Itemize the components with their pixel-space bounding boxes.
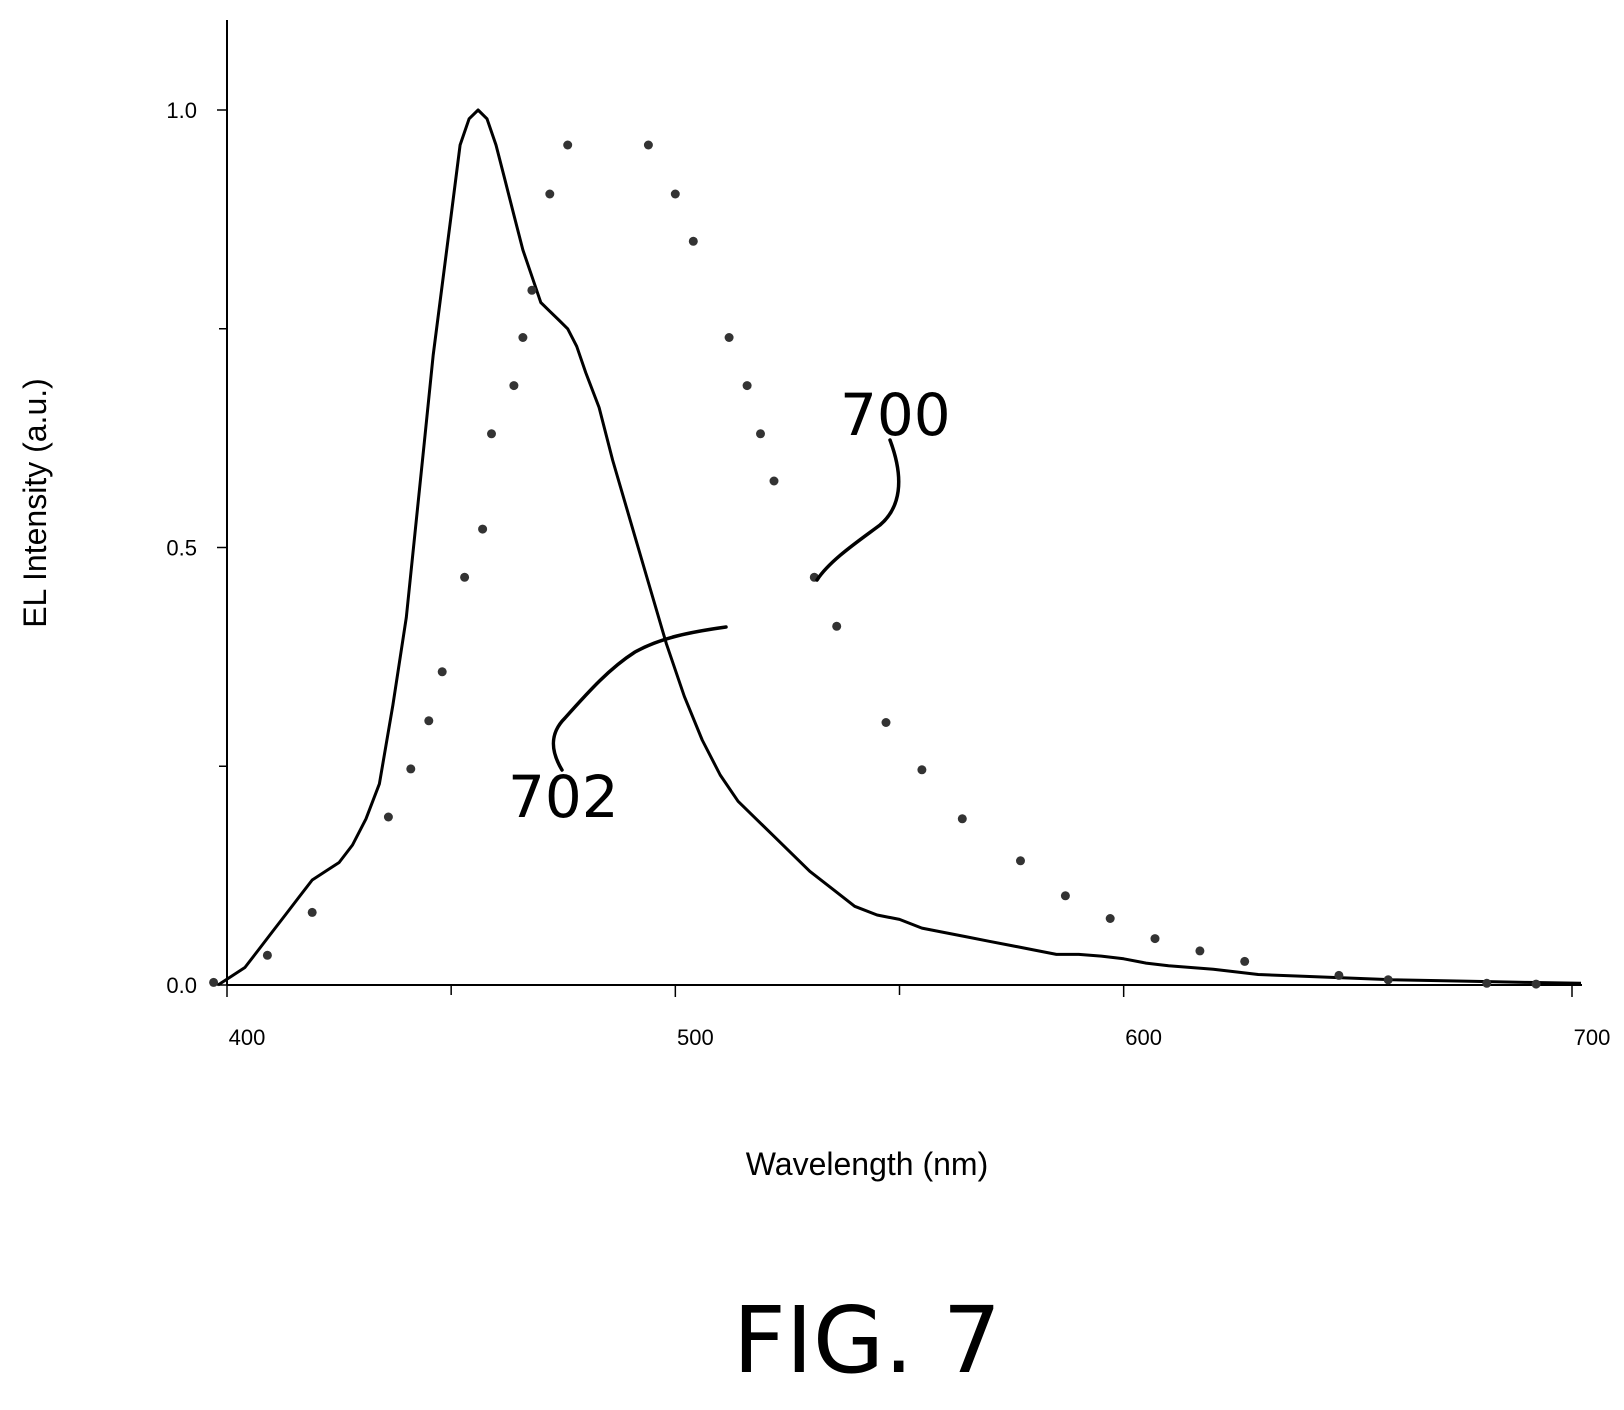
x-axis-title: Wavelength (nm)	[746, 1146, 988, 1182]
point-700-2	[307, 907, 317, 917]
point-700-8	[478, 524, 488, 534]
point-700-24	[881, 718, 891, 727]
y-tick-label-1: 0.5	[166, 536, 197, 561]
x-ticks: 400 500 600 700	[226, 985, 1611, 1050]
point-700-7	[460, 572, 470, 582]
point-700-36	[1531, 979, 1541, 989]
point-700-1	[262, 950, 272, 960]
leader-line-702	[551, 625, 728, 772]
series-line-702	[217, 108, 1582, 987]
point-700-6	[437, 667, 447, 677]
point-700-25	[917, 765, 927, 775]
point-700-14	[563, 140, 573, 150]
series-layer	[209, 108, 1582, 989]
point-700-29	[1105, 914, 1115, 923]
x-tick-label-0: 400	[229, 1025, 266, 1050]
series-700	[209, 140, 1541, 989]
y-tick-label-0: 0.0	[166, 973, 197, 998]
point-700-31	[1195, 946, 1205, 956]
x-tick-label-3: 700	[1574, 1025, 1611, 1050]
y-ticks: 0.0 0.5 1.0	[166, 98, 227, 998]
point-700-18	[724, 333, 734, 342]
reference-label-702: 702	[508, 763, 619, 831]
y-axis-title: EL Intensity (a.u.)	[17, 378, 53, 628]
point-700-26	[957, 814, 967, 824]
x-tick-label-1: 500	[677, 1025, 714, 1050]
x-tick-label-2: 600	[1125, 1025, 1162, 1050]
point-700-13	[545, 189, 555, 199]
point-700-12	[527, 285, 537, 295]
point-700-10	[509, 381, 519, 391]
point-700-21	[769, 476, 779, 486]
point-700-20	[756, 429, 765, 439]
point-700-0	[209, 977, 219, 987]
point-700-28	[1060, 891, 1070, 901]
point-700-9	[487, 429, 496, 439]
y-tick-label-2: 1.0	[166, 98, 197, 123]
point-700-32	[1240, 956, 1250, 966]
point-700-19	[742, 381, 752, 391]
point-700-33	[1334, 970, 1344, 980]
point-700-5	[424, 716, 434, 726]
point-700-16	[670, 189, 680, 199]
point-700-15	[643, 140, 653, 150]
point-700-34	[1383, 975, 1393, 985]
leader-line-700	[815, 438, 901, 582]
point-700-4	[406, 764, 416, 774]
plot-area: 400 500 600 700 0.0 0.5 1.0	[166, 20, 1610, 1050]
point-700-23	[832, 621, 842, 631]
series-702	[217, 108, 1582, 987]
point-700-3	[383, 812, 393, 822]
point-700-27	[1016, 856, 1025, 866]
figure-label: FIG. 7	[733, 1287, 1001, 1394]
point-700-35	[1482, 978, 1492, 988]
point-700-11	[518, 333, 528, 342]
point-700-30	[1150, 934, 1160, 944]
reference-label-700: 700	[840, 381, 951, 449]
point-700-17	[688, 236, 698, 246]
